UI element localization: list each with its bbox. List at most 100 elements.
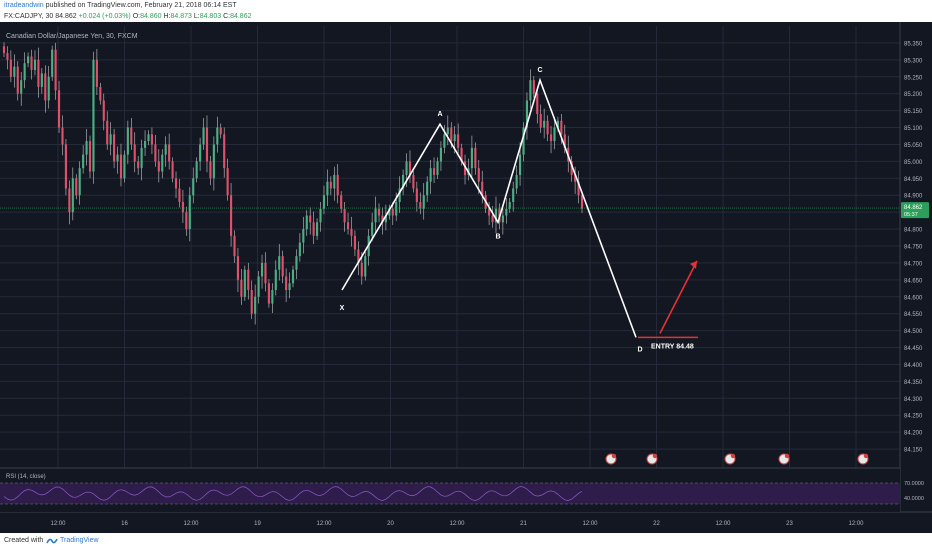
arrow-head-icon <box>690 260 697 269</box>
candle-body <box>233 235 236 257</box>
candle-body <box>271 290 274 304</box>
chart-header: itradeandwin published on TradingView.co… <box>0 0 932 22</box>
candle-body <box>40 73 43 87</box>
rsi-line <box>3 486 583 501</box>
chart-background <box>0 22 932 533</box>
candle-body <box>546 120 549 135</box>
candle-body <box>415 188 418 202</box>
candle-body <box>267 283 270 304</box>
candle-body <box>78 168 81 196</box>
candle-body <box>539 114 542 128</box>
x-tick-label: 20 <box>387 521 394 527</box>
candle-body <box>460 147 463 162</box>
candle-body <box>171 161 174 179</box>
candle-body <box>346 222 350 230</box>
candle-body <box>54 49 57 91</box>
candle-body <box>161 154 164 172</box>
ohlc-line: FX:CADJPY, 30 84.862 +0.024 (+0.03%) O:8… <box>4 11 252 22</box>
candle-body <box>13 66 16 77</box>
candle-body <box>243 269 246 297</box>
price-axis-bg <box>900 22 932 512</box>
candle-body <box>298 242 301 257</box>
candle-body <box>47 76 50 101</box>
candle-body <box>377 208 381 216</box>
candle-body <box>199 144 202 162</box>
chart-area[interactable]: X A B C D ENTRY 84.48 85.350 85.300 85.250 85.20… <box>0 22 932 533</box>
pattern-point-d: D <box>637 346 642 353</box>
event-badge <box>784 453 790 459</box>
grid-lines <box>0 26 900 512</box>
candle-body <box>16 66 19 94</box>
x-tick-label: 12:00 <box>582 521 598 527</box>
candle-body <box>278 256 281 270</box>
y-tick-label: 84.400 <box>904 363 923 369</box>
candle-body <box>82 154 85 169</box>
candle-body <box>174 178 178 189</box>
candle-body <box>295 256 298 270</box>
candle-body <box>116 154 119 162</box>
price-change: +0.024 (+0.03%) <box>78 13 131 20</box>
candle-body <box>236 256 240 280</box>
candle-body <box>432 168 436 175</box>
candle-body <box>570 161 573 175</box>
event-marker-icon <box>605 453 617 465</box>
candle-body <box>240 279 243 297</box>
candle-body <box>319 208 322 223</box>
candle-body <box>68 188 71 213</box>
event-marker-icon <box>724 453 736 465</box>
y-tick-label: 84.300 <box>904 397 923 403</box>
candle-body <box>529 80 532 101</box>
tradingview-brand[interactable]: TradingView <box>60 537 99 544</box>
y-tick-label: 84.350 <box>904 380 923 386</box>
y-tick-label: 84.900 <box>904 194 923 200</box>
author-link[interactable]: itradeandwin <box>4 2 44 9</box>
candle-body <box>209 161 212 179</box>
candle-body <box>88 141 92 172</box>
candle-body <box>44 73 47 101</box>
y-tick-label: 85.000 <box>904 160 923 166</box>
candle-body <box>549 134 553 142</box>
candle-body <box>419 202 422 209</box>
candle-body <box>264 262 267 284</box>
y-tick-label: 84.600 <box>904 295 923 301</box>
candle-body <box>27 56 30 64</box>
pattern-point-b: B <box>495 233 500 240</box>
candle-body <box>340 195 343 209</box>
low-label: L: <box>193 13 200 20</box>
high-label: H: <box>163 13 171 20</box>
candle-body <box>388 208 391 216</box>
price-axis[interactable]: 85.350 85.300 85.250 85.200 85.150 85.100 85.0… <box>899 22 932 512</box>
candle-body <box>291 269 295 284</box>
candle-body <box>64 144 67 189</box>
candle-body <box>143 141 147 148</box>
candle-body <box>123 154 126 179</box>
x-tick-label: 12:00 <box>50 521 66 527</box>
candle-body <box>405 161 408 175</box>
candle-body <box>178 188 181 202</box>
pattern-point-c: C <box>537 67 542 74</box>
candle-body <box>574 174 577 182</box>
candle-body <box>309 215 312 223</box>
chart-title: Canadian Dollar/Japanese Yen, 30, FXCM <box>6 33 138 40</box>
y-tick-label: 85.250 <box>904 75 923 81</box>
candle-body <box>336 174 339 196</box>
candle-body <box>260 262 264 277</box>
candle-body <box>216 127 219 145</box>
candle-body <box>247 269 250 290</box>
candle-body <box>364 256 367 277</box>
open-value: 84.860 <box>140 13 162 20</box>
candle-body <box>109 134 112 145</box>
candle-body <box>23 63 26 81</box>
y-tick-label: 85.100 <box>904 126 923 132</box>
y-tick-label: 84.550 <box>904 312 923 318</box>
candle-body <box>6 53 9 60</box>
x-tick-label: 23 <box>786 521 793 527</box>
candle-body <box>481 181 484 196</box>
candle-body <box>477 168 480 182</box>
candle-body <box>450 127 453 142</box>
candle-body <box>446 127 449 135</box>
event-marker-icon <box>646 453 658 465</box>
tradingview-logo-icon <box>46 538 58 544</box>
created-with-label: Created with <box>4 537 44 544</box>
pattern-line <box>341 77 637 338</box>
